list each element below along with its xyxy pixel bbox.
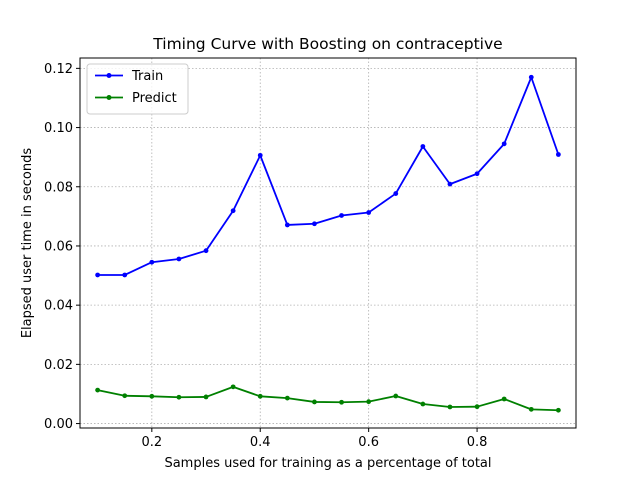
data-point-train	[284, 222, 290, 228]
data-point-predict	[393, 393, 399, 399]
data-point-train	[339, 213, 344, 218]
legend-label-train: Train	[131, 69, 163, 84]
data-point-train	[122, 272, 128, 278]
data-point-predict	[122, 393, 128, 399]
data-point-train	[230, 208, 236, 214]
legend-box	[86, 63, 189, 115]
data-point-train	[555, 152, 561, 157]
x-tick-label: 0.6	[358, 435, 379, 450]
data-point-predict	[230, 384, 236, 390]
y-tick-label: 0.04	[44, 299, 73, 314]
data-point-train	[95, 272, 101, 278]
data-point-predict	[176, 394, 182, 400]
data-point-predict	[528, 406, 534, 412]
data-point-train	[203, 248, 209, 254]
y-tick-label: 0.10	[44, 121, 73, 136]
data-point-predict	[257, 393, 263, 399]
plot-area-background	[80, 58, 576, 428]
data-point-train	[393, 191, 399, 196]
legend-marker-train	[106, 73, 112, 78]
y-axis-ticks: 0.00 0.02 0.04 0.06 0.08 0.10 0.12	[44, 62, 80, 432]
data-point-predict	[149, 393, 155, 399]
data-point-train	[420, 144, 426, 149]
series-line-train	[97, 76, 560, 276]
y-axis-label: Elapsed user time in seconds	[20, 148, 35, 339]
data-point-predict	[366, 399, 372, 405]
data-point-predict	[474, 404, 480, 410]
legend: Train Predict	[86, 63, 189, 115]
data-point-predict	[555, 407, 561, 413]
plot-frame	[79, 57, 577, 429]
x-tick-label: 0.8	[467, 435, 488, 450]
x-tick-label: 0.2	[141, 435, 162, 450]
data-point-train	[366, 210, 372, 215]
y-tick-label: 0.00	[44, 417, 73, 432]
legend-label-predict: Predict	[132, 91, 177, 106]
y-tick-label: 0.12	[44, 62, 73, 77]
series-layer	[95, 74, 561, 413]
data-point-predict	[339, 399, 344, 405]
data-point-predict	[501, 396, 507, 402]
data-point-train	[501, 141, 507, 147]
data-point-train	[257, 152, 263, 158]
x-axis-ticks: 0.2 0.4 0.6 0.8	[141, 428, 487, 450]
data-point-predict	[203, 394, 209, 400]
grid	[80, 58, 576, 428]
y-tick-label: 0.06	[44, 239, 73, 254]
data-point-predict	[284, 395, 290, 401]
y-tick-label: 0.02	[44, 358, 73, 373]
y-tick-label: 0.08	[44, 180, 73, 195]
data-point-train	[176, 256, 182, 262]
data-point-train	[312, 221, 317, 227]
data-point-predict	[312, 399, 317, 405]
data-point-predict	[420, 401, 426, 407]
chart-title: Timing Curve with Boosting on contracept…	[152, 35, 502, 53]
data-point-train	[149, 259, 155, 265]
x-tick-label: 0.4	[250, 435, 271, 450]
data-point-train	[474, 171, 480, 177]
series-line-predict	[97, 385, 559, 412]
data-point-train	[447, 181, 453, 187]
data-point-predict	[447, 404, 453, 410]
x-axis-label: Samples used for training as a percentag…	[164, 456, 491, 471]
data-point-train	[528, 74, 534, 80]
legend-marker-predict	[106, 95, 112, 100]
data-point-predict	[95, 387, 101, 393]
